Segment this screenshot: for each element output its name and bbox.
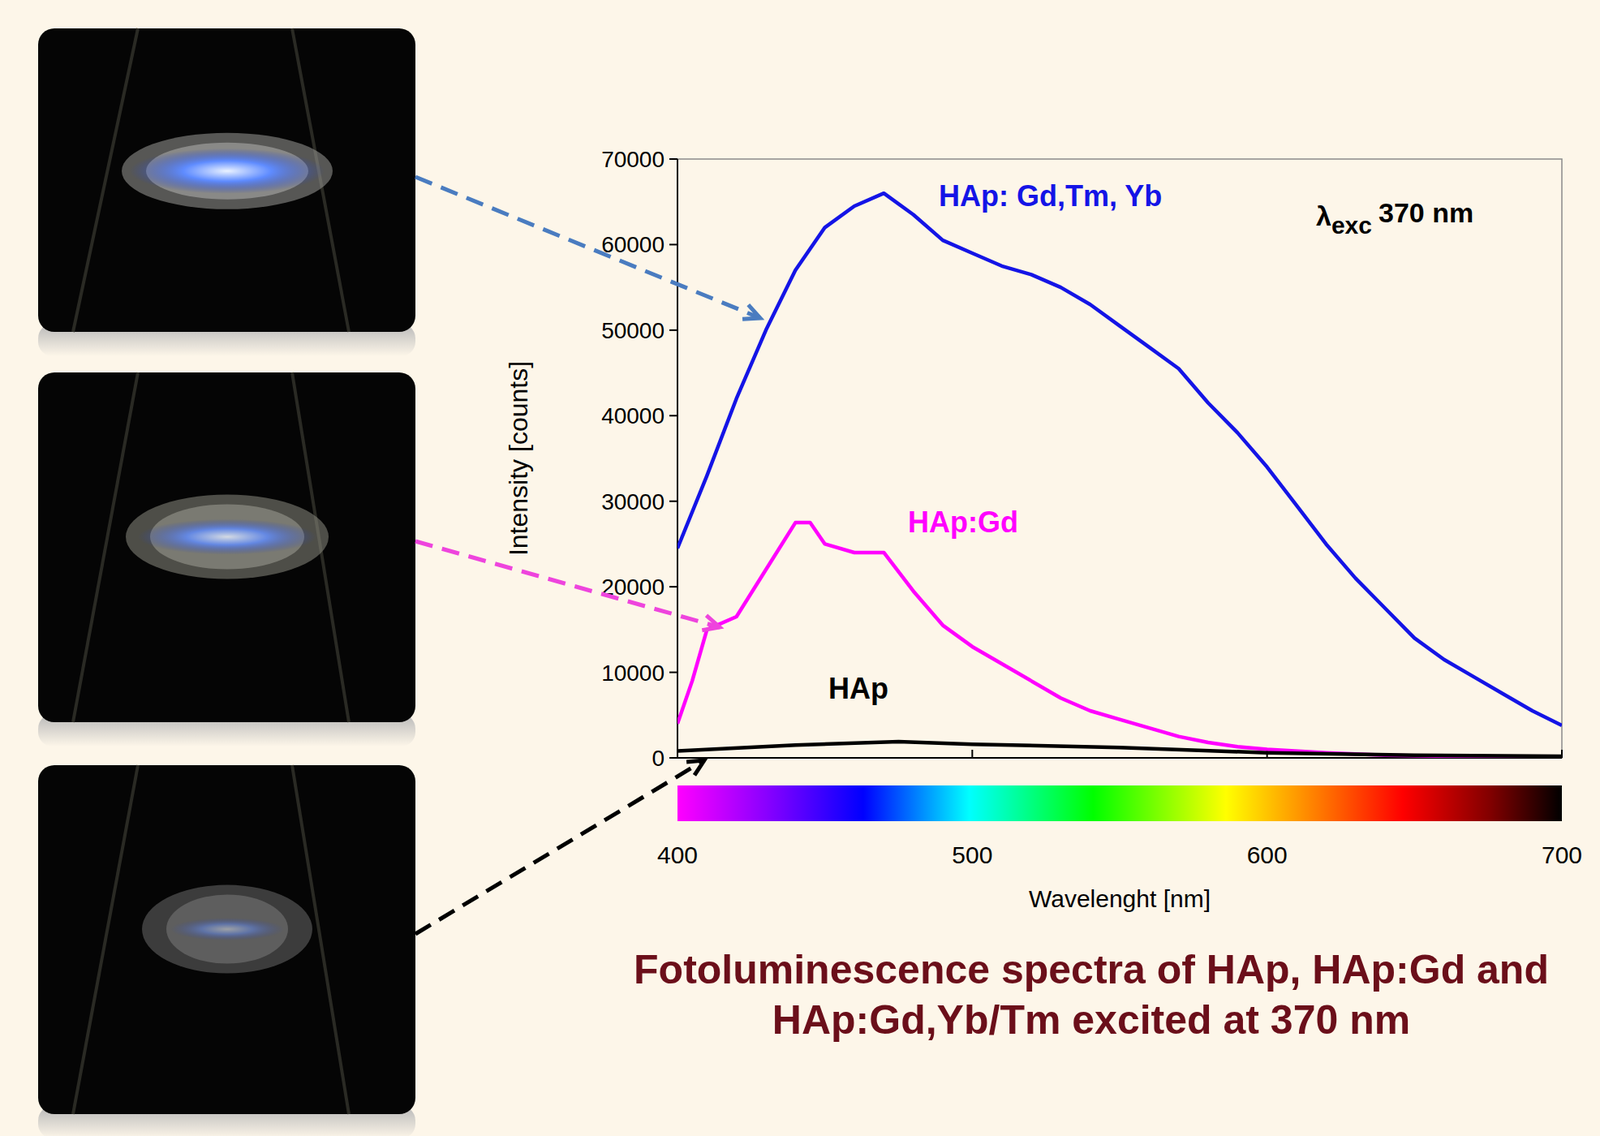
caption-title: Fotoluminescence spectra of HAp, HAp:Gd … [633,946,1549,993]
y-tick-label: 60000 [601,232,665,258]
caption-title: HAp:Gd,Yb/Tm excited at 370 nm [772,997,1411,1043]
y-axis-title: Intensity [counts] [503,361,534,556]
plot-frame [677,159,1562,758]
y-tick [669,500,678,503]
y-tick [669,671,678,674]
series-line [677,741,1562,757]
y-tick [669,329,678,332]
photo [38,28,416,357]
photo-frame [38,765,416,1114]
arrow-head [686,760,705,775]
photo-frame [38,372,416,723]
photo [38,765,416,1136]
arrow-line [415,541,720,628]
series-group [677,193,1562,757]
x-tick-label: 500 [951,841,993,869]
y-tick [669,414,678,417]
spectrum-bar [677,785,1562,822]
photo-glow [137,519,317,555]
x-tick [971,749,973,758]
pointer-arrow [415,176,761,319]
y-tick [669,243,678,246]
photo-rod [73,372,138,723]
pointer-arrow [415,541,720,631]
photo-sample [141,885,313,974]
y-tick-label: 10000 [601,660,665,686]
x-tick-label: 700 [1541,841,1583,869]
photo-sample [125,494,329,580]
y-axis-line [676,159,679,758]
x-tick-label: 600 [1247,841,1288,869]
background [0,0,1600,1136]
photo-glow [129,148,325,194]
annotation: λexc370 nm [1316,197,1474,239]
pointer-arrow [415,760,705,934]
y-tick-label: 40000 [601,403,665,429]
photo-sample [166,894,289,964]
x-tick-label: 400 [657,841,698,869]
series-line [677,193,1562,726]
series-label: HAp: Gd,Tm, Yb [938,179,1162,213]
series-label: HAp:Gd [907,505,1019,539]
arrow-line [415,176,761,319]
annotation-symbol: λ [1316,200,1332,232]
photo [38,372,416,747]
annotation-subscript: exc [1331,211,1373,239]
y-tick [669,585,678,588]
y-tick-label: 50000 [601,318,665,344]
y-tick-label: 0 [651,745,665,771]
y-tick [669,158,678,160]
series-line [677,522,1562,757]
x-axis-title: Wavelenght [nm] [1028,885,1211,912]
arrow-head [701,615,720,630]
photo-frame [38,28,416,332]
y-tick-label: 70000 [601,146,665,173]
series-label: HAp [828,671,889,706]
arrow-head [742,305,761,320]
arrow-line [415,760,705,934]
annotation-text: 370 nm [1378,197,1474,228]
y-tick [669,756,678,759]
photo-rod [73,765,138,1114]
page: 0100002000030000400005000060000700004005… [0,0,1600,1136]
y-tick-label: 30000 [601,489,665,515]
photo-glow [170,917,284,941]
photo-sample [121,133,333,210]
